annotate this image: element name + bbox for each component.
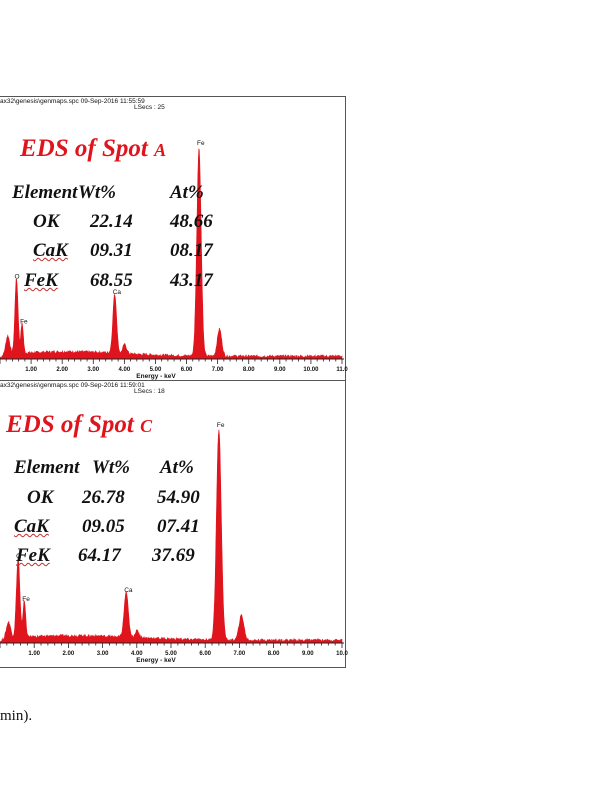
- spectrum-trace: [0, 148, 343, 360]
- title-spot-letter: C: [140, 416, 153, 436]
- table-cell-element: FeK: [16, 545, 50, 566]
- x-tick-label: 7.00: [234, 651, 246, 657]
- peak-label: O: [14, 273, 19, 280]
- chart-title: EDS of Spot A: [20, 135, 166, 163]
- eds-panel-spot-a: ax32\genesis\genmaps.spc 09-Sep-2016 11:…: [0, 96, 348, 380]
- chart-title: EDS of Spot C: [6, 411, 152, 439]
- table-header-wt: Wt%: [92, 457, 130, 478]
- table-cell-wt: 09.05: [82, 516, 125, 537]
- peak-label: Fe: [197, 140, 205, 147]
- peak-label: O: [16, 553, 21, 560]
- table-header-at: At%: [160, 457, 194, 478]
- table-cell-wt: 22.14: [90, 211, 133, 232]
- x-tick-label: 10.0: [336, 651, 348, 657]
- x-axis-label: Energy - keV: [136, 373, 176, 380]
- header-path: ax32\genesis\genmaps.spc 09-Sep-2016 11:…: [0, 382, 145, 389]
- spectrum-header: ax32\genesis\genmaps.spc 09-Sep-2016 11:…: [0, 98, 345, 116]
- title-spot-letter: A: [154, 140, 167, 160]
- peak-label: Fe: [22, 596, 30, 603]
- peak-label: Fe: [217, 422, 225, 429]
- table-cell-wt: 68.55: [90, 270, 133, 291]
- x-tick-label: 7.00: [212, 367, 224, 373]
- x-tick-label: 4.00: [131, 651, 143, 657]
- eds-spectrum-a: 1.00 2.00 3.00 4.00 5.00 6.00 7.00 8.00 9.00 10.0…: [0, 140, 348, 380]
- peak-label: Fe: [20, 319, 28, 326]
- x-tick-label: 4.00: [119, 367, 131, 373]
- table-cell-at: 43.17: [170, 270, 213, 291]
- x-tick-label: 5.00: [165, 651, 177, 657]
- x-tick-label: 1.00: [25, 367, 37, 373]
- eds-panel-spot-c: ax32\genesis\genmaps.spc 09-Sep-2016 11:…: [0, 380, 348, 668]
- spectrum-trace: [0, 429, 343, 644]
- x-tick-label: 3.00: [87, 367, 99, 373]
- peak-label: Ca: [124, 587, 133, 594]
- table-cell-at: 48.66: [170, 211, 213, 232]
- table-header-element: Element: [14, 457, 80, 478]
- table-header-wt: Wt%: [78, 182, 116, 203]
- peak-label: Ca: [113, 289, 122, 296]
- table-header-at: At%: [170, 182, 204, 203]
- header-lsecs: LSecs : 18: [134, 388, 165, 395]
- x-tick-label: 10.00: [303, 367, 319, 373]
- table-cell-at: 37.69: [152, 545, 195, 566]
- table-cell-element: CaK: [14, 516, 49, 537]
- x-tick-label: 9.00: [302, 651, 314, 657]
- table-cell-wt: 26.78: [82, 487, 125, 508]
- table-cell-wt: 64.17: [78, 545, 121, 566]
- x-tick-label: 1.00: [28, 651, 40, 657]
- header-path: ax32\genesis\genmaps.spc 09-Sep-2016 11:…: [0, 98, 145, 105]
- title-main: EDS of Spot: [6, 411, 141, 438]
- x-tick-label: 2.00: [63, 651, 75, 657]
- x-tick-label: 3.00: [97, 651, 109, 657]
- table-cell-at: 54.90: [157, 487, 200, 508]
- table-cell-element: OK: [27, 487, 54, 508]
- title-main: EDS of Spot: [20, 135, 155, 162]
- table-cell-at: 08.17: [170, 240, 213, 261]
- table-cell-at: 07.41: [157, 516, 200, 537]
- x-tick-label: 6.00: [181, 367, 193, 373]
- figure-caption-fragment: min).: [0, 708, 33, 724]
- x-tick-label: 9.00: [274, 367, 286, 373]
- x-tick-label: 11.0: [336, 367, 348, 373]
- header-lsecs: LSecs : 25: [134, 104, 165, 111]
- table-cell-element: FeK: [24, 270, 58, 291]
- x-axis-label: Energy - keV: [136, 657, 176, 664]
- table-cell-wt: 09.31: [90, 240, 133, 261]
- x-tick-label: 2.00: [56, 367, 68, 373]
- table-cell-element: CaK: [33, 240, 68, 261]
- x-tick-label: 8.00: [268, 651, 280, 657]
- x-tick-label: 6.00: [199, 651, 211, 657]
- x-tick-label: 5.00: [150, 367, 162, 373]
- table-cell-element: OK: [33, 211, 60, 232]
- x-tick-label: 8.00: [243, 367, 255, 373]
- spectrum-header: ax32\genesis\genmaps.spc 09-Sep-2016 11:…: [0, 382, 345, 400]
- eds-spectrum-c: 1.00 2.00 3.00 4.00 5.00 6.00 7.00 8.00 9.00 10.0…: [0, 422, 348, 664]
- table-header-element: Element: [12, 182, 78, 203]
